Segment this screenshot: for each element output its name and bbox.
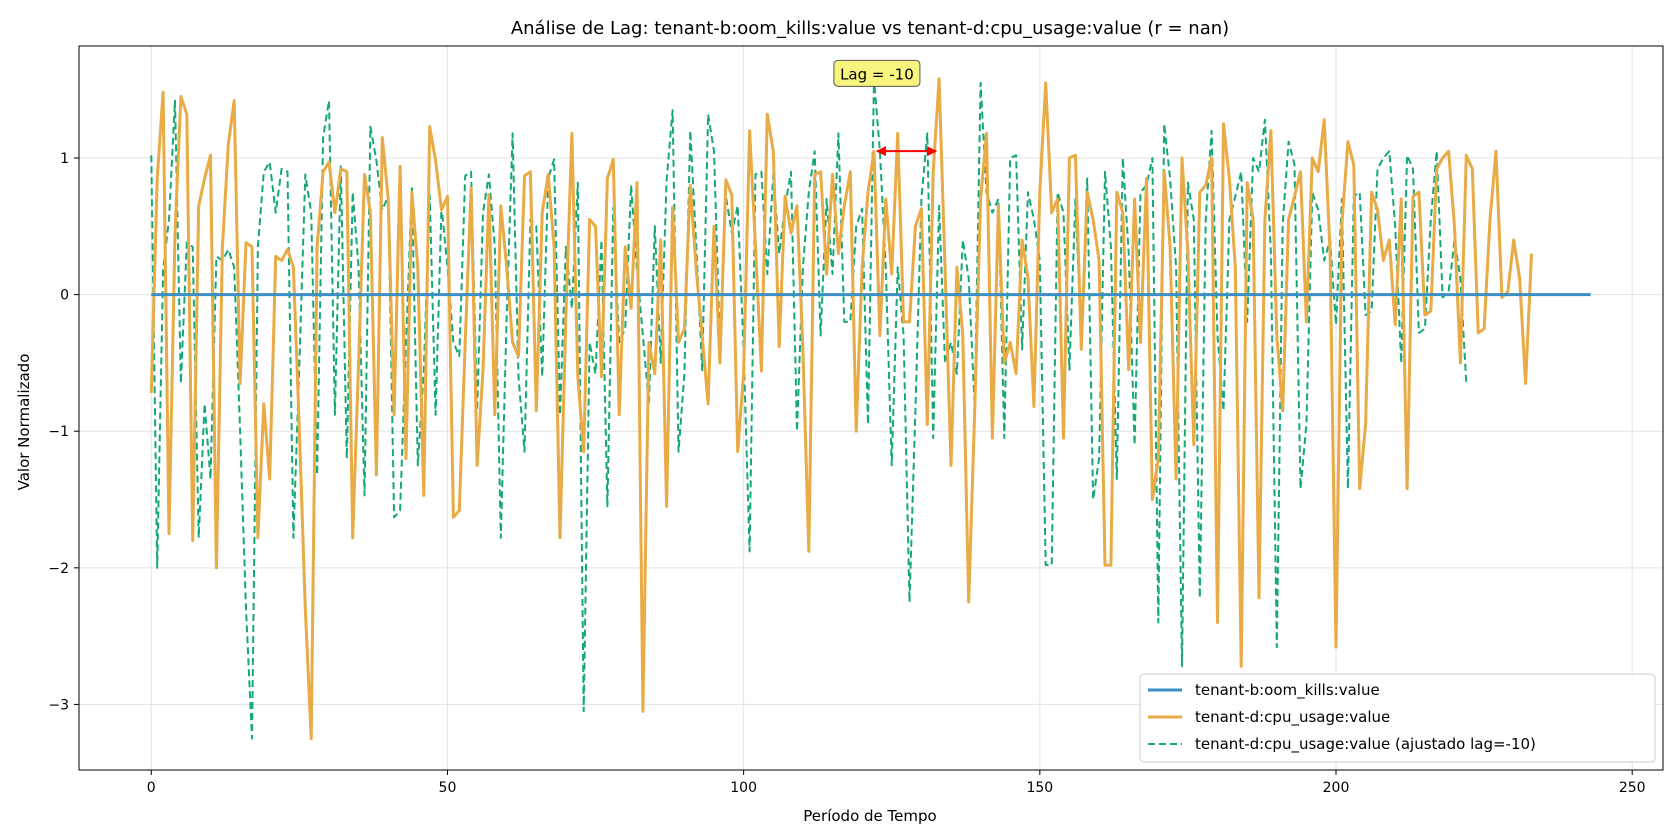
legend-label-2: tenant-d:cpu_usage:value bbox=[1195, 708, 1390, 727]
y-axis-ticks: −3 −2 −1 0 1 bbox=[48, 151, 79, 713]
y-tick-label: 0 bbox=[60, 288, 69, 304]
x-tick-label: 150 bbox=[1026, 780, 1053, 796]
x-tick-label: 250 bbox=[1619, 780, 1646, 796]
chart-title: Análise de Lag: tenant-b:oom_kills:value… bbox=[511, 18, 1229, 39]
legend-label-3: tenant-d:cpu_usage:value (ajustado lag=-… bbox=[1195, 735, 1536, 754]
lag-annotation-box bbox=[833, 59, 921, 87]
series-line-3 bbox=[150, 77, 1468, 740]
x-tick-label: 100 bbox=[730, 780, 757, 796]
legend-label-1: tenant-b:oom_kills:value bbox=[1195, 681, 1380, 700]
x-tick-label: 50 bbox=[439, 780, 457, 796]
y-axis-label: Valor Normalizado bbox=[15, 354, 33, 491]
series-line-2 bbox=[149, 77, 1533, 741]
y-tick-label: 1 bbox=[60, 151, 69, 167]
y-tick-label: −2 bbox=[48, 561, 69, 577]
x-tick-label: 0 bbox=[147, 780, 156, 796]
x-axis-label: Período de Tempo bbox=[803, 807, 936, 825]
legend: tenant-b:oom_kills:value tenant-d:cpu_usa… bbox=[1139, 673, 1656, 763]
lag-annotation-text: Lag = -10 bbox=[840, 65, 914, 83]
axes-frame bbox=[78, 45, 1664, 771]
y-tick-label: −1 bbox=[48, 424, 69, 440]
x-axis-ticks: 0 50 100 150 200 250 bbox=[147, 770, 1646, 796]
legend-box bbox=[1139, 673, 1656, 763]
y-tick-label: −3 bbox=[48, 697, 69, 713]
lag-annotation: Lag = -10 bbox=[833, 59, 938, 157]
plot-series bbox=[149, 77, 1591, 741]
x-tick-label: 200 bbox=[1323, 780, 1350, 796]
